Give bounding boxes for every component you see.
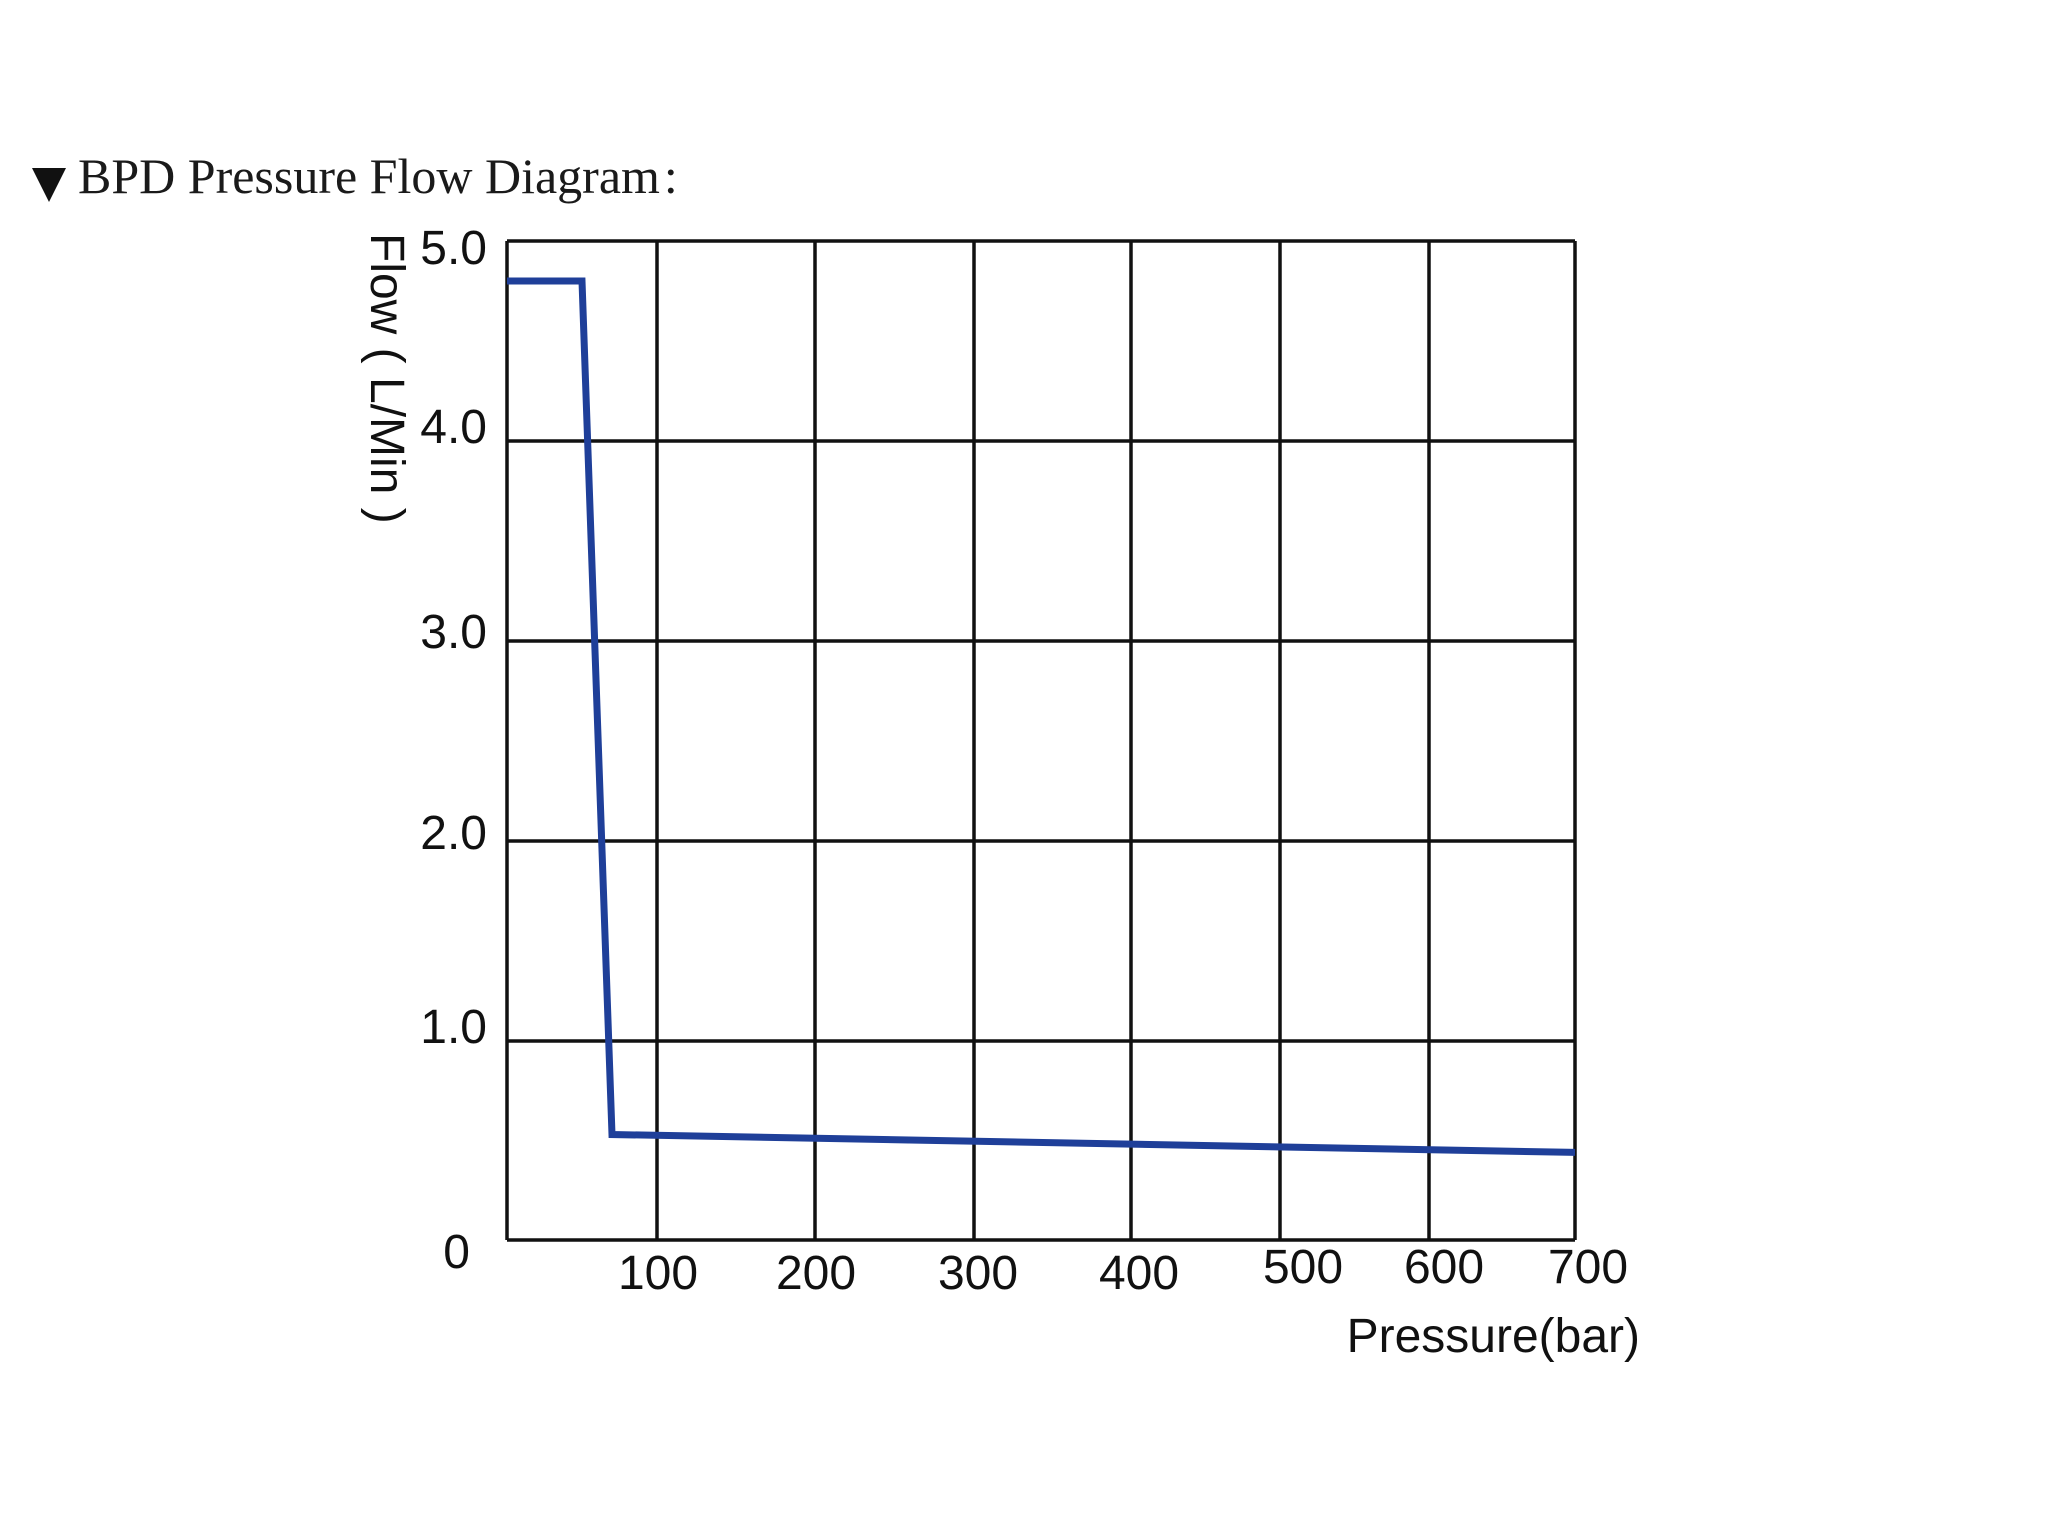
plot-frame xyxy=(505,239,1577,1242)
x-tick-label: 700 xyxy=(1548,1241,1628,1294)
x-tick-label: 300 xyxy=(938,1247,1018,1300)
x-tick-labels: 100 200 300 400 500 600 700 xyxy=(618,1241,1628,1300)
y-tick-label: 5.0 xyxy=(420,222,487,275)
y-tick-labels: 0 1.0 2.0 3.0 4.0 5.0 xyxy=(420,222,487,1279)
chart-title-suffix: : xyxy=(664,148,678,204)
triangle-down-icon xyxy=(32,168,66,202)
y-tick-label: 2.0 xyxy=(420,807,487,860)
y-tick-label: 1.0 xyxy=(420,1001,487,1054)
series-layer xyxy=(507,277,1576,1156)
x-tick-label: 600 xyxy=(1404,1241,1484,1294)
grid xyxy=(507,241,1575,1240)
y-tick-label: 4.0 xyxy=(420,401,487,454)
x-axis-label: Pressure(bar) xyxy=(1347,1310,1640,1363)
series-line-1 xyxy=(507,277,1576,1156)
y-axis-label: Flow ( L/Min ) xyxy=(360,233,413,524)
x-tick-label: 100 xyxy=(618,1247,698,1300)
chart-title: BPD Pressure Flow Diagram: xyxy=(78,148,678,204)
y-tick-label: 3.0 xyxy=(420,606,487,659)
chart-title-main: BPD Pressure Flow Diagram xyxy=(78,148,660,204)
header: BPD Pressure Flow Diagram: xyxy=(32,148,678,204)
x-tick-label: 500 xyxy=(1263,1241,1343,1294)
x-tick-label: 200 xyxy=(776,1247,856,1300)
y-tick-label: 0 xyxy=(443,1226,470,1279)
x-tick-label: 400 xyxy=(1099,1247,1179,1300)
